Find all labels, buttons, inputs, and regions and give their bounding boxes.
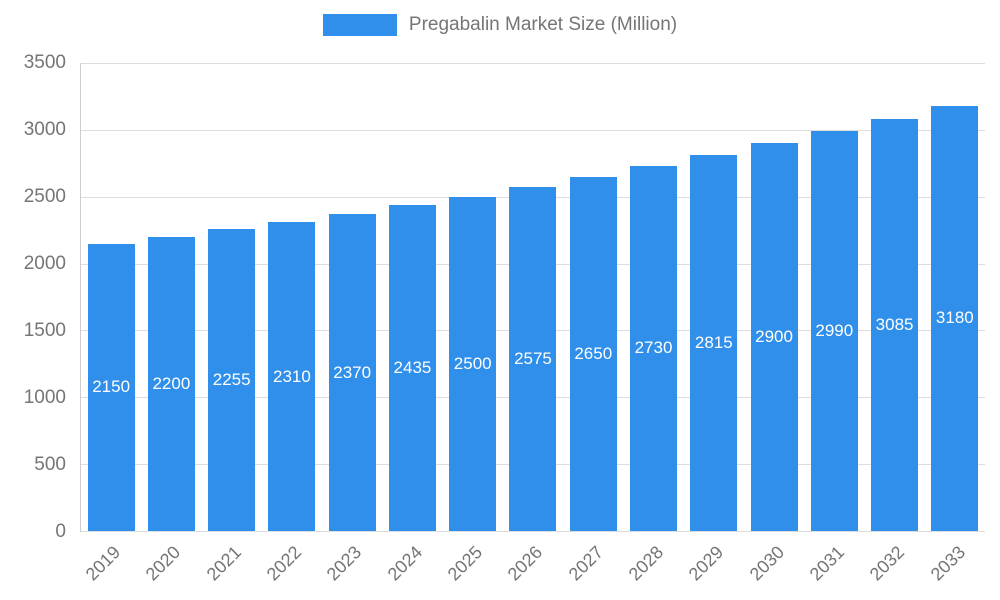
y-axis-labels: 0 500 1000 1500 2000 2500 3000 3500 [0,52,72,542]
bar: 2150 [87,243,135,531]
bar: 2900 [750,143,798,531]
bar: 2815 [690,154,738,531]
bar-slot: 2900 [744,63,804,531]
bar: 2435 [388,205,436,531]
x-tick-label: 2019 [81,542,125,585]
bar-value-label: 2730 [634,338,673,358]
x-label-slot: 2028 [623,532,683,600]
y-tick-label: 2000 [23,253,66,274]
y-tick-label: 0 [55,521,66,542]
bar-value-label: 2500 [453,353,492,373]
y-tick-label: 500 [34,454,66,475]
x-label-slot: 2022 [261,532,321,600]
bar: 2370 [328,214,376,531]
gridline [81,531,985,532]
bar: 2575 [509,186,557,531]
x-tick-label: 2022 [262,542,306,585]
y-tick-label: 3500 [23,52,66,73]
bar-value-label: 2575 [514,348,552,368]
bar-slot: 2650 [563,63,623,531]
x-tick-label: 2023 [323,542,366,585]
x-label-slot: 2019 [80,532,140,600]
bar-slot: 2730 [623,63,683,531]
bar-slot: 2990 [804,63,864,531]
bar-slot: 3180 [925,63,985,531]
bar: 2650 [569,176,617,531]
x-label-slot: 2027 [563,532,623,600]
bar-slot: 2310 [262,63,322,531]
bar: 2255 [208,229,256,531]
bars: 2150 2200 2255 2310 2370 2435 2500 2575 2650 2730… [81,63,985,531]
bar-value-label: 3180 [935,308,974,328]
y-tick-label: 2500 [23,186,66,207]
x-label-slot: 2023 [321,532,381,600]
bar-value-label: 3085 [875,314,914,334]
bar-value-label: 2815 [694,332,733,352]
bar-slot: 2150 [81,63,141,531]
bar-value-label: 2650 [574,343,613,363]
x-label-slot: 2024 [382,532,442,600]
x-tick-label: 2024 [383,542,426,585]
bar-slot: 2575 [503,63,563,531]
bar-value-label: 2900 [755,327,793,347]
bar-slot: 2815 [684,63,744,531]
bar: 2310 [268,222,316,531]
bar-slot: 2200 [141,63,201,531]
x-label-slot: 2025 [442,532,502,600]
plot-area: 2150 2200 2255 2310 2370 2435 2500 2575 2650 2730… [80,63,985,532]
bar: 2730 [630,165,678,531]
bar-value-label: 2255 [212,370,251,390]
x-label-slot: 2033 [925,532,985,600]
y-tick-label: 3000 [23,119,66,140]
x-tick-label: 2033 [926,542,969,585]
bar-slot: 3085 [864,63,924,531]
x-axis-labels: 2019 2020 2021 2022 2023 2024 2025 2026 2027 2028… [80,532,985,600]
bar-value-label: 2370 [333,362,372,382]
y-tick-label: 1500 [23,320,66,341]
x-tick-label: 2021 [202,542,245,585]
bar-slot: 2255 [202,63,262,531]
legend-label: Pregabalin Market Size (Million) [408,14,678,35]
x-label-slot: 2021 [201,532,261,600]
x-tick-label: 2020 [142,542,185,585]
x-label-slot: 2031 [804,532,864,600]
x-tick-label: 2032 [866,542,909,585]
legend: Pregabalin Market Size (Million) [0,14,1000,36]
bar: 3085 [871,118,919,531]
x-label-slot: 2030 [744,532,804,600]
bar: 2500 [449,196,497,531]
gridline [81,63,985,64]
x-tick-label: 2026 [504,542,547,585]
y-tick-label: 1000 [23,387,66,408]
bar: 2990 [810,131,858,531]
bar-value-label: 2150 [92,377,131,397]
legend-swatch-icon [322,14,397,36]
bar-value-label: 2200 [152,373,191,393]
bar-value-label: 2990 [815,321,854,341]
x-tick-label: 2031 [805,542,849,585]
bar-slot: 2500 [443,63,503,531]
x-label-slot: 2032 [864,532,924,600]
bar-slot: 2435 [382,63,442,531]
x-tick-label: 2029 [685,542,728,585]
x-label-slot: 2020 [140,532,200,600]
x-label-slot: 2029 [683,532,743,600]
x-label-slot: 2026 [502,532,562,600]
bar-slot: 2370 [322,63,382,531]
bar: 2200 [147,236,195,531]
gridline [81,129,985,131]
bar-value-label: 2435 [393,358,432,378]
x-tick-label: 2025 [443,542,487,585]
bar: 3180 [931,105,979,531]
x-tick-label: 2028 [624,542,668,585]
x-tick-label: 2030 [745,542,788,585]
legend-item[interactable]: Pregabalin Market Size (Million) [322,14,678,36]
bar-value-label: 2310 [273,366,311,386]
x-tick-label: 2027 [564,542,607,585]
